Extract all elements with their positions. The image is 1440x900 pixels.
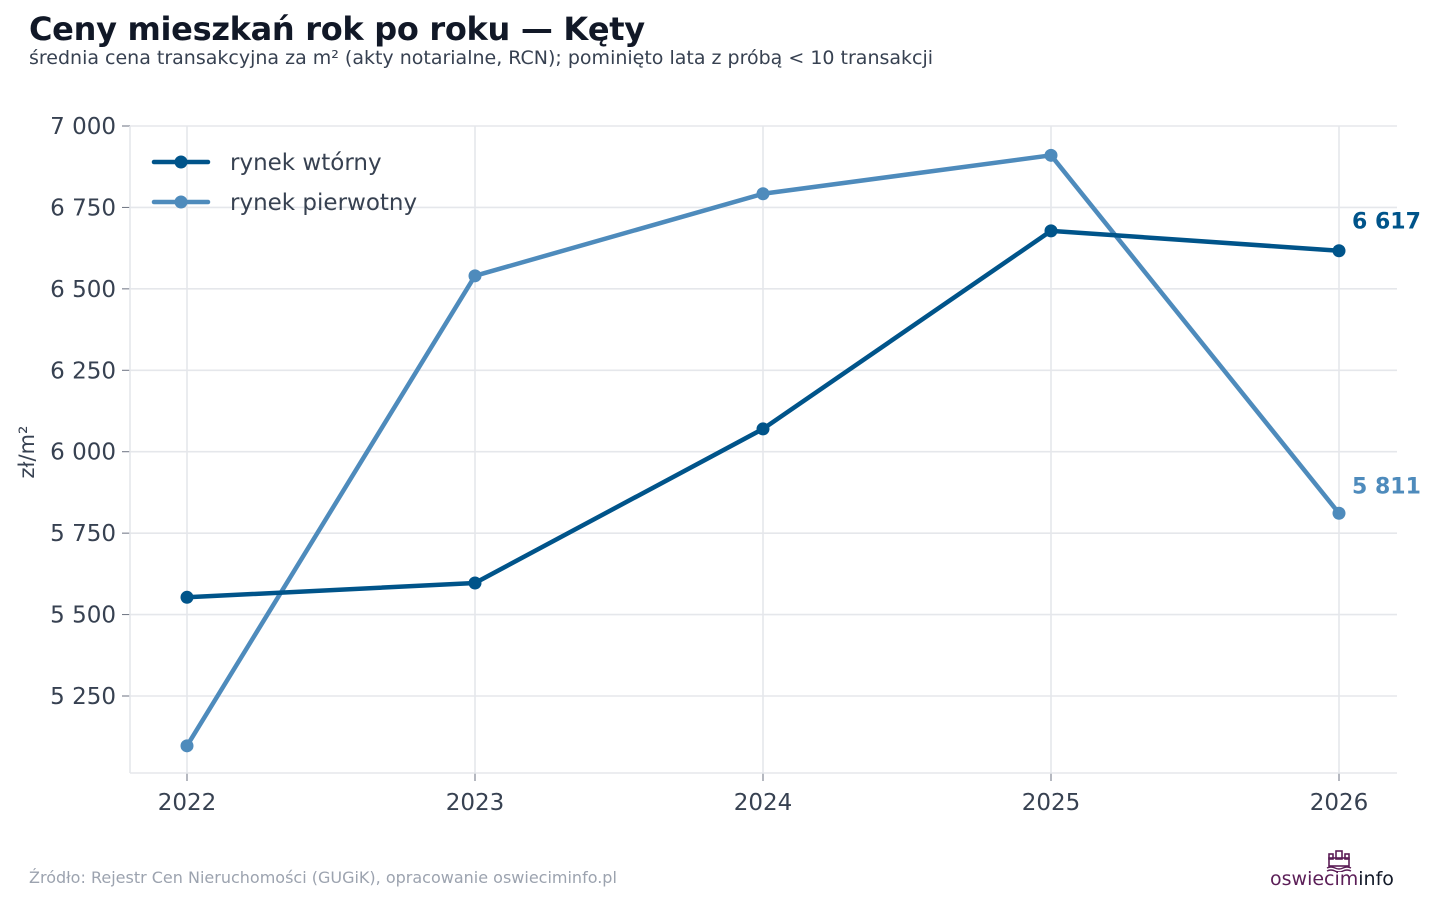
x-tick-label: 2025 <box>1022 790 1081 816</box>
legend-label: rynek pierwotny <box>230 190 417 216</box>
source-note: Źródło: Rejestr Cen Nieruchomości (GUGiK… <box>29 868 617 887</box>
legend-marker <box>174 195 188 209</box>
data-point <box>1332 506 1346 520</box>
logo-part2: info <box>1358 868 1394 890</box>
series-layer: 5 811 6 617 <box>180 148 1421 753</box>
data-point <box>756 187 770 201</box>
y-tick-label: 5 750 <box>50 521 116 547</box>
data-point <box>756 422 770 436</box>
logo-part1: oswiecim <box>1270 868 1359 890</box>
brand-logo[interactable]: oswieciminfo <box>1270 850 1410 894</box>
y-tick-label: 6 250 <box>50 358 116 384</box>
legend: rynek wtórny rynek pierwotny <box>151 150 417 216</box>
y-tick-label: 5 500 <box>50 603 116 629</box>
data-point <box>1044 224 1058 238</box>
y-tick-label: 5 250 <box>50 684 116 710</box>
data-point <box>180 590 194 604</box>
y-tick-label: 7 000 <box>50 114 116 140</box>
data-point <box>1044 148 1058 162</box>
data-point <box>468 576 482 590</box>
legend-label: rynek wtórny <box>230 150 382 176</box>
chart-subtitle: średnia cena transakcyjna za m² (akty no… <box>29 47 934 69</box>
end-value-label: 5 811 <box>1352 474 1421 499</box>
data-point <box>1332 244 1346 258</box>
end-value-label: 6 617 <box>1352 210 1421 235</box>
data-point <box>468 269 482 283</box>
grid-layer <box>130 125 1397 773</box>
y-tick-label: 6 750 <box>50 195 116 221</box>
y-tick-label: 6 000 <box>50 440 116 466</box>
x-tick-label: 2023 <box>446 790 505 816</box>
chart-title: Ceny mieszkań rok po roku — Kęty <box>29 10 645 48</box>
y-tick-label: 6 500 <box>50 277 116 303</box>
x-tick-label: 2022 <box>158 790 217 816</box>
axis-layer: 5 250 5 500 5 750 6 000 6 250 6 500 6 750 7 000… <box>50 114 1397 816</box>
legend-marker <box>174 155 188 169</box>
x-tick-label: 2026 <box>1310 790 1369 816</box>
x-tick-label: 2024 <box>734 790 793 816</box>
data-point <box>180 739 194 753</box>
y-axis-label: zł/m² <box>15 426 39 479</box>
castle-icon <box>1326 850 1352 872</box>
logo-wordmark: oswieciminfo <box>1270 868 1394 890</box>
